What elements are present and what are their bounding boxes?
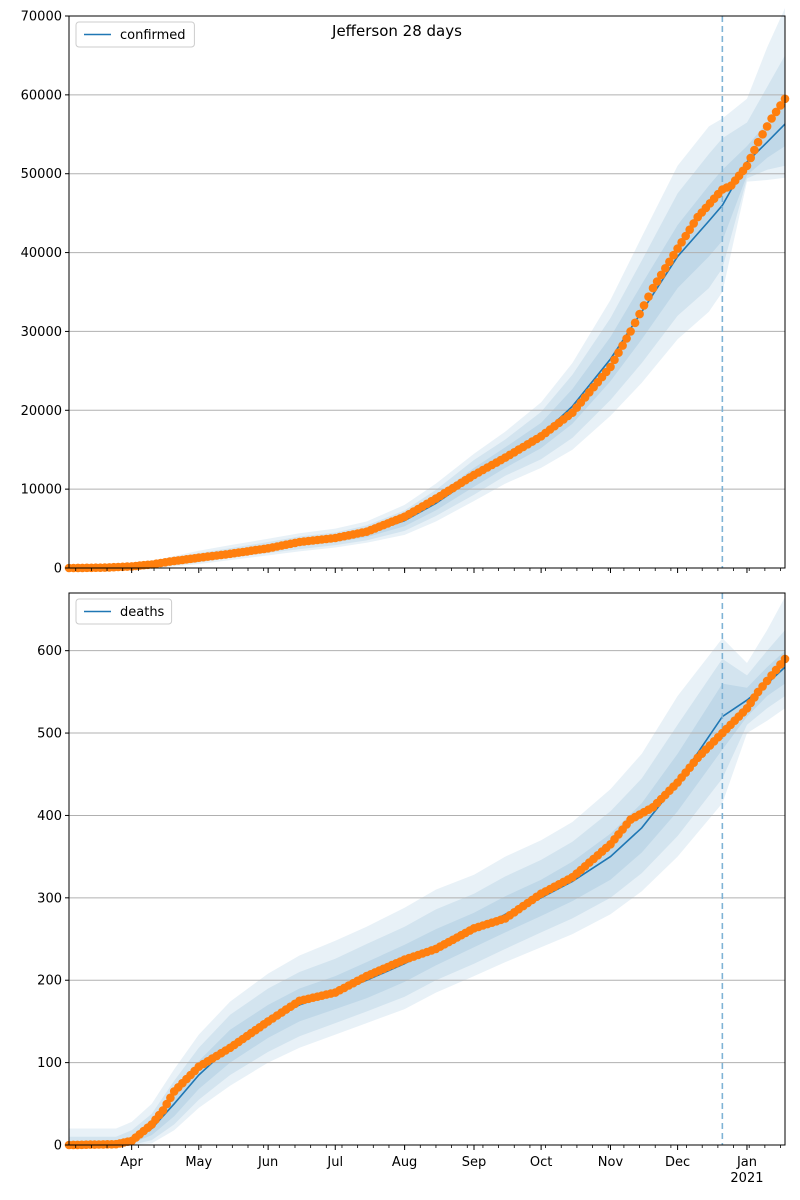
y-tick-label: 60000 [21,88,62,103]
observed-point [158,1106,168,1115]
y-tick-label: 10000 [21,483,62,498]
y-tick-label: 100 [37,1056,62,1071]
y-tick-label: 500 [37,727,62,742]
observed-point [606,362,615,372]
observed-point [610,355,619,365]
observed-point [746,153,755,163]
y-tick-label: 600 [37,644,62,659]
observed-point [648,283,658,293]
observed-point [622,334,631,343]
observed-point [762,122,772,131]
deaths-legend: deaths [75,598,173,625]
observed-point [661,264,670,273]
observed-point [635,309,644,319]
observed-point [665,257,674,267]
y-tick-label: 200 [37,974,62,989]
observed-point [639,301,649,310]
observed-point [162,1099,171,1109]
x-tick-label: Jan [736,1155,757,1170]
figure-title: Jefferson 28 days [331,22,462,40]
x-tick-label: Dec [665,1155,690,1170]
observed-point [652,277,662,286]
band-3 [69,8,785,569]
legend-label: confirmed [120,28,186,43]
y-tick-label: 20000 [21,404,62,419]
deaths-observed-points [64,654,790,1150]
observed-point [753,137,763,147]
x-tick-label: Nov [598,1155,624,1170]
band-3 [69,597,785,1145]
observed-point [673,244,682,253]
x-tick-label: Oct [530,1155,552,1170]
deaths-bands [69,597,785,1145]
y-tick-label: 30000 [21,325,62,340]
x-tick-label: May [185,1155,212,1170]
deaths-panel: 0 100 200 300 400 500 600 Apr May Jun Jul Aug Sep Oct… [37,592,790,1186]
legend-label: deaths [120,605,165,620]
observed-point [166,1093,175,1103]
observed-point [656,270,666,280]
confirmed-observed-points [64,94,790,573]
confirmed-axes: 0 10000 20000 30000 40000 50000 60000 70000 [21,10,786,577]
observed-point [758,130,767,139]
x-tick-label: 2021 [730,1171,763,1186]
x-tick-label: Jun [257,1155,278,1170]
y-tick-label: 400 [37,809,62,824]
band-1 [69,650,785,1145]
observed-point [630,318,640,328]
deaths-axes: 0 100 200 300 400 500 600 Apr May Jun Jul Aug Sep Oct… [37,592,786,1186]
y-tick-label: 300 [37,891,62,906]
observed-point [750,145,759,155]
x-tick-label: Aug [392,1155,417,1170]
observed-point [771,107,781,117]
observed-point [644,292,653,302]
legend-box [75,598,173,625]
band-2 [69,630,785,1145]
x-tick-label: Apr [120,1155,143,1170]
y-tick-label: 0 [54,1139,62,1154]
observed-point [626,327,635,336]
y-tick-label: 40000 [21,246,62,261]
observed-point [669,250,678,260]
observed-point [689,219,698,228]
observed-point [681,231,690,241]
observed-point [742,161,752,171]
band-1 [69,98,785,569]
y-tick-label: 0 [54,562,62,577]
observed-point [677,238,686,247]
observed-point [614,348,623,358]
y-tick-label: 70000 [21,10,62,25]
x-tick-label: Jul [326,1155,343,1170]
observed-point [776,101,785,110]
confirmed-panel: 0 10000 20000 30000 40000 50000 60000 70000 con… [21,8,790,577]
observed-point [767,114,776,123]
plot-frame [68,15,786,569]
legend-box [75,21,195,48]
confirmed-legend: confirmed [75,21,195,48]
x-tick-label: Sep [462,1155,487,1170]
y-tick-label: 50000 [21,167,62,182]
observed-point [618,341,627,350]
plot-frame [68,592,786,1146]
observed-point [685,225,694,234]
